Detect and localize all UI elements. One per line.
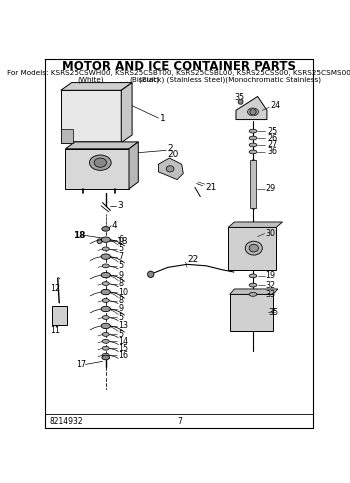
Text: 29: 29 — [265, 185, 276, 193]
Polygon shape — [228, 227, 276, 270]
Polygon shape — [236, 97, 267, 120]
Ellipse shape — [102, 282, 109, 285]
Text: 9: 9 — [118, 304, 123, 313]
Text: MOTOR AND ICE CONTAINER PARTS: MOTOR AND ICE CONTAINER PARTS — [62, 60, 296, 73]
Text: 3: 3 — [117, 201, 123, 210]
Text: 26: 26 — [267, 133, 277, 142]
Text: 18: 18 — [117, 237, 128, 246]
Ellipse shape — [101, 254, 110, 259]
Text: 32: 32 — [265, 281, 275, 290]
Polygon shape — [129, 142, 138, 189]
Ellipse shape — [245, 241, 262, 255]
Text: 20: 20 — [168, 151, 179, 159]
Text: 30: 30 — [265, 229, 275, 238]
Text: 22: 22 — [187, 255, 198, 264]
Text: 5: 5 — [118, 330, 123, 339]
Polygon shape — [159, 158, 183, 180]
Polygon shape — [230, 289, 278, 294]
Text: 2: 2 — [168, 144, 173, 153]
Polygon shape — [230, 294, 273, 331]
Text: 18: 18 — [73, 230, 86, 240]
Text: 5: 5 — [118, 244, 123, 254]
Text: 8: 8 — [118, 279, 123, 288]
Ellipse shape — [166, 166, 174, 172]
Circle shape — [238, 99, 243, 104]
Text: 8: 8 — [118, 296, 123, 305]
Ellipse shape — [247, 108, 258, 116]
Text: 21: 21 — [205, 183, 216, 192]
Text: (Biscuit): (Biscuit) — [130, 76, 160, 83]
Text: 13: 13 — [118, 321, 128, 330]
Ellipse shape — [102, 264, 109, 268]
Polygon shape — [61, 90, 121, 142]
Circle shape — [97, 239, 102, 243]
Circle shape — [148, 271, 154, 277]
Polygon shape — [228, 222, 282, 227]
Ellipse shape — [101, 272, 110, 278]
Text: 24: 24 — [270, 101, 280, 110]
Ellipse shape — [249, 292, 257, 296]
Ellipse shape — [102, 298, 109, 302]
Text: 27: 27 — [267, 141, 277, 149]
Text: 36: 36 — [267, 147, 277, 156]
Ellipse shape — [94, 158, 106, 167]
Text: 14: 14 — [118, 337, 128, 346]
Ellipse shape — [101, 237, 110, 242]
Ellipse shape — [249, 244, 258, 252]
Ellipse shape — [102, 315, 109, 319]
Text: 16: 16 — [118, 351, 128, 360]
Polygon shape — [65, 149, 129, 189]
Text: 25: 25 — [267, 127, 277, 136]
Text: 11: 11 — [50, 326, 60, 335]
Ellipse shape — [90, 155, 111, 170]
Text: 35: 35 — [234, 94, 245, 102]
Ellipse shape — [249, 150, 257, 154]
Ellipse shape — [101, 289, 110, 295]
Text: 7: 7 — [177, 417, 182, 426]
Polygon shape — [65, 142, 138, 149]
Ellipse shape — [249, 129, 257, 133]
Polygon shape — [250, 159, 256, 208]
Text: 35: 35 — [268, 308, 279, 316]
Ellipse shape — [249, 136, 257, 140]
Text: 7: 7 — [118, 252, 123, 261]
Circle shape — [250, 109, 256, 115]
Ellipse shape — [102, 340, 109, 343]
Text: 9: 9 — [118, 270, 123, 280]
Ellipse shape — [101, 306, 110, 312]
Ellipse shape — [102, 247, 109, 251]
Ellipse shape — [249, 274, 257, 278]
Text: (Black) (Stainless Steel)(Monochromatic Stainless): (Black) (Stainless Steel)(Monochromatic … — [139, 76, 321, 83]
Ellipse shape — [102, 227, 110, 231]
Polygon shape — [61, 129, 73, 142]
Text: 5: 5 — [118, 261, 123, 270]
Text: 19: 19 — [265, 271, 275, 280]
Text: (White): (White) — [77, 76, 104, 83]
Text: 33: 33 — [265, 290, 275, 299]
Polygon shape — [121, 83, 132, 142]
Ellipse shape — [102, 355, 110, 360]
Ellipse shape — [102, 353, 109, 357]
Ellipse shape — [102, 346, 109, 350]
FancyBboxPatch shape — [51, 306, 67, 325]
Text: 15: 15 — [118, 344, 128, 353]
Text: 6: 6 — [118, 235, 123, 244]
Ellipse shape — [102, 332, 109, 336]
Text: 1: 1 — [160, 114, 166, 123]
Text: 4: 4 — [112, 221, 118, 229]
Text: 17: 17 — [76, 360, 86, 369]
Ellipse shape — [101, 323, 110, 328]
Text: For Models: KSRS25CSWH00, KSRS25CSBT00, KSRS25CSBL00, KSRS25CSS00, KSRS25CSMS00: For Models: KSRS25CSWH00, KSRS25CSBT00, … — [7, 71, 350, 76]
Ellipse shape — [249, 143, 257, 147]
Text: 10: 10 — [118, 287, 128, 297]
Ellipse shape — [249, 283, 257, 287]
Text: 5: 5 — [118, 313, 123, 322]
Text: 12: 12 — [50, 284, 60, 294]
Polygon shape — [61, 83, 132, 90]
Text: 8214932: 8214932 — [50, 417, 84, 426]
